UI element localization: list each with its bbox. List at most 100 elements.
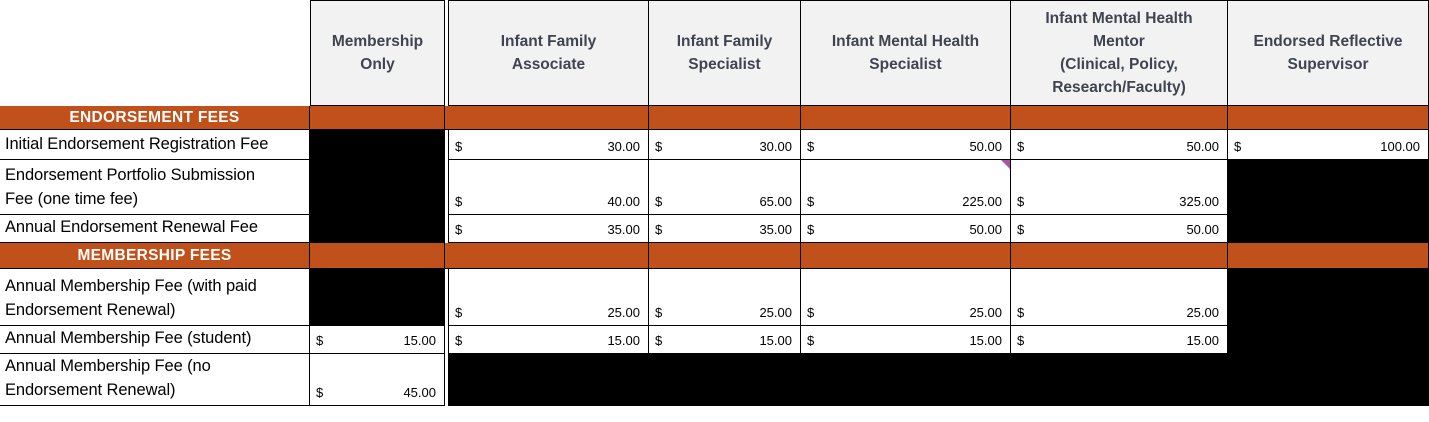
- redacted-cell[interactable]: [1228, 269, 1429, 326]
- fee-cell[interactable]: $ 50.00: [801, 130, 1011, 160]
- currency-symbol: $: [1017, 305, 1025, 320]
- currency-symbol: $: [655, 222, 663, 237]
- redacted-cell[interactable]: [649, 354, 801, 406]
- fee-amount: 30.00: [607, 139, 640, 154]
- section-header-membership-fees[interactable]: MEMBERSHIP FEES: [0, 243, 310, 269]
- header-cell-endorsed-reflective-supervisor[interactable]: Endorsed Reflective Supervisor: [1228, 0, 1429, 106]
- section-row-cell[interactable]: [649, 243, 801, 269]
- redacted-cell[interactable]: [1228, 354, 1429, 406]
- currency-symbol: $: [655, 194, 663, 209]
- redacted-cell[interactable]: [801, 354, 1011, 406]
- redacted-cell[interactable]: [310, 130, 445, 160]
- currency-symbol: $: [455, 305, 463, 320]
- fee-amount: 45.00: [403, 385, 436, 400]
- fee-amount: 25.00: [969, 305, 1002, 320]
- fee-cell[interactable]: $ 35.00: [448, 215, 649, 243]
- redacted-cell[interactable]: [1228, 160, 1429, 215]
- currency-symbol: $: [316, 333, 324, 348]
- fee-cell[interactable]: $ 25.00: [448, 269, 649, 326]
- fee-cell[interactable]: $ 15.00: [649, 326, 801, 354]
- fee-amount: 25.00: [759, 305, 792, 320]
- fee-cell[interactable]: $ 35.00: [649, 215, 801, 243]
- section-row-cell[interactable]: [1011, 106, 1228, 130]
- redacted-cell[interactable]: [1228, 215, 1429, 243]
- section-row-cell[interactable]: [801, 243, 1011, 269]
- fee-cell[interactable]: $ 50.00: [801, 215, 1011, 243]
- redacted-cell[interactable]: [448, 354, 649, 406]
- fee-amount: 65.00: [759, 194, 792, 209]
- currency-symbol: $: [455, 194, 463, 209]
- fee-amount: 15.00: [607, 333, 640, 348]
- section-row-cell[interactable]: [1228, 243, 1429, 269]
- fee-amount: 25.00: [1186, 305, 1219, 320]
- section-header-endorsement-fees[interactable]: ENDORSEMENT FEES: [0, 106, 310, 130]
- currency-symbol: $: [455, 333, 463, 348]
- fee-cell[interactable]: $ 15.00: [310, 326, 445, 354]
- currency-symbol: $: [1017, 222, 1025, 237]
- fee-cell[interactable]: $ 325.00: [1011, 160, 1228, 215]
- redacted-cell[interactable]: [1228, 326, 1429, 354]
- currency-symbol: $: [807, 194, 815, 209]
- fee-cell[interactable]: $ 40.00: [448, 160, 649, 215]
- fee-amount: 35.00: [759, 222, 792, 237]
- redacted-cell[interactable]: [310, 160, 445, 215]
- bottom-margin: [0, 406, 1429, 422]
- section-row-cell[interactable]: [310, 106, 445, 130]
- fee-cell-with-comment[interactable]: $ 225.00: [801, 160, 1011, 215]
- fee-amount: 100.00: [1380, 139, 1420, 154]
- fee-cell[interactable]: $ 25.00: [1011, 269, 1228, 326]
- fee-amount: 225.00: [962, 194, 1002, 209]
- currency-symbol: $: [655, 139, 663, 154]
- currency-symbol: $: [655, 333, 663, 348]
- fee-cell[interactable]: $ 30.00: [448, 130, 649, 160]
- header-cell-infant-family-specialist[interactable]: Infant Family Specialist: [649, 0, 801, 106]
- fee-cell[interactable]: $ 100.00: [1228, 130, 1429, 160]
- fee-amount: 15.00: [969, 333, 1002, 348]
- fee-cell[interactable]: $ 25.00: [649, 269, 801, 326]
- fee-cell[interactable]: $ 15.00: [1011, 326, 1228, 354]
- redacted-cell[interactable]: [310, 269, 445, 326]
- currency-symbol: $: [455, 222, 463, 237]
- currency-symbol: $: [807, 139, 815, 154]
- fee-amount: 15.00: [1186, 333, 1219, 348]
- header-cell-blank: [0, 0, 310, 106]
- fee-amount: 30.00: [759, 139, 792, 154]
- redacted-cell[interactable]: [310, 215, 445, 243]
- header-cell-membership-only[interactable]: Membership Only: [310, 0, 445, 106]
- row-label-annual-membership-fee-no-renewal[interactable]: Annual Membership Fee (no Endorsement Re…: [0, 354, 310, 406]
- fee-cell[interactable]: $ 50.00: [1011, 215, 1228, 243]
- section-row-cell[interactable]: [649, 106, 801, 130]
- section-row-cell[interactable]: [1011, 243, 1228, 269]
- fee-cell[interactable]: $ 15.00: [448, 326, 649, 354]
- row-label-initial-endorsement-registration-fee[interactable]: Initial Endorsement Registration Fee: [0, 130, 310, 160]
- fee-cell[interactable]: $ 15.00: [801, 326, 1011, 354]
- header-cell-infant-mental-health-specialist[interactable]: Infant Mental Health Specialist: [801, 0, 1011, 106]
- fee-cell[interactable]: $ 30.00: [649, 130, 801, 160]
- fee-amount: 50.00: [1186, 139, 1219, 154]
- currency-symbol: $: [1234, 139, 1242, 154]
- row-label-annual-endorsement-renewal-fee[interactable]: Annual Endorsement Renewal Fee: [0, 215, 310, 243]
- fee-cell[interactable]: $ 50.00: [1011, 130, 1228, 160]
- section-row-cell[interactable]: [445, 106, 649, 130]
- header-cell-infant-mental-health-mentor[interactable]: Infant Mental Health Mentor (Clinical, P…: [1011, 0, 1228, 106]
- redacted-cell[interactable]: [1011, 354, 1228, 406]
- currency-symbol: $: [1017, 194, 1025, 209]
- row-label-annual-membership-fee-student[interactable]: Annual Membership Fee (student): [0, 326, 310, 354]
- fee-cell[interactable]: $ 25.00: [801, 269, 1011, 326]
- fee-amount: 15.00: [759, 333, 792, 348]
- row-label-annual-membership-fee-with-paid-renewal[interactable]: Annual Membership Fee (with paid Endorse…: [0, 269, 310, 326]
- section-row-cell[interactable]: [310, 243, 445, 269]
- section-row-cell[interactable]: [445, 243, 649, 269]
- currency-symbol: $: [1017, 139, 1025, 154]
- comment-indicator-icon[interactable]: [1001, 160, 1010, 169]
- row-label-endorsement-portfolio-submission-fee[interactable]: Endorsement Portfolio Submission Fee (on…: [0, 160, 310, 215]
- fee-amount: 325.00: [1179, 194, 1219, 209]
- currency-symbol: $: [807, 305, 815, 320]
- fee-cell[interactable]: $ 45.00: [310, 354, 445, 406]
- header-cell-infant-family-associate[interactable]: Infant Family Associate: [448, 0, 649, 106]
- section-row-cell[interactable]: [801, 106, 1011, 130]
- fee-cell[interactable]: $ 65.00: [649, 160, 801, 215]
- fee-amount: 50.00: [1186, 222, 1219, 237]
- section-row-cell[interactable]: [1228, 106, 1429, 130]
